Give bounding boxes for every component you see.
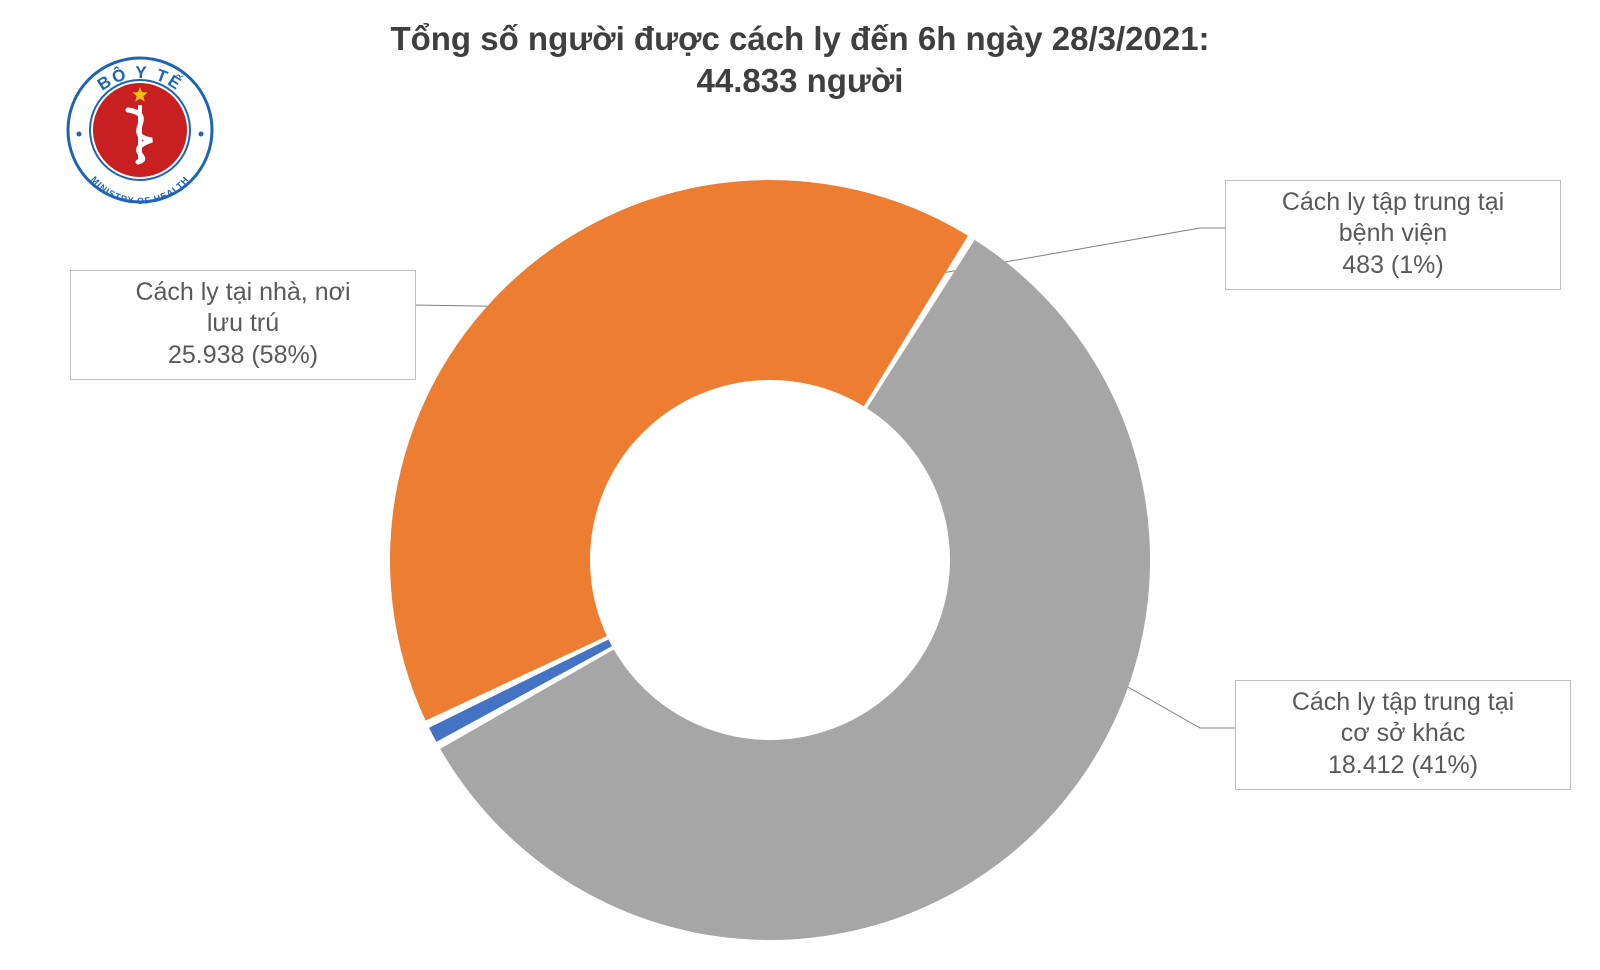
- label-line: 25.938 (58%): [168, 341, 318, 369]
- label-line: bệnh viện: [1339, 219, 1447, 247]
- label-line: 483 (1%): [1342, 251, 1443, 279]
- label-line: cơ sở khác: [1341, 719, 1466, 747]
- label-line: Cách ly tập trung tại: [1282, 188, 1504, 216]
- donut-chart: [370, 160, 1170, 965]
- label-line: Cách ly tập trung tại: [1292, 688, 1514, 716]
- label-line: 18.412 (41%): [1328, 751, 1478, 779]
- label-line: Cách ly tại nhà, nơi: [135, 278, 350, 306]
- donut-slice-orange: [390, 180, 968, 721]
- label-other-facility-quarantine: Cách ly tập trung tại cơ sở khác 18.412 …: [1235, 680, 1571, 790]
- donut-svg: [370, 160, 1170, 960]
- label-line: lưu trú: [207, 309, 279, 337]
- canvas: BỘ Y TẾMINISTRY OF HEALTH Tổng số người …: [0, 0, 1600, 970]
- label-home-quarantine: Cách ly tại nhà, nơi lưu trú 25.938 (58%…: [70, 270, 416, 380]
- label-hospital-quarantine: Cách ly tập trung tại bệnh viện 483 (1%): [1225, 180, 1561, 290]
